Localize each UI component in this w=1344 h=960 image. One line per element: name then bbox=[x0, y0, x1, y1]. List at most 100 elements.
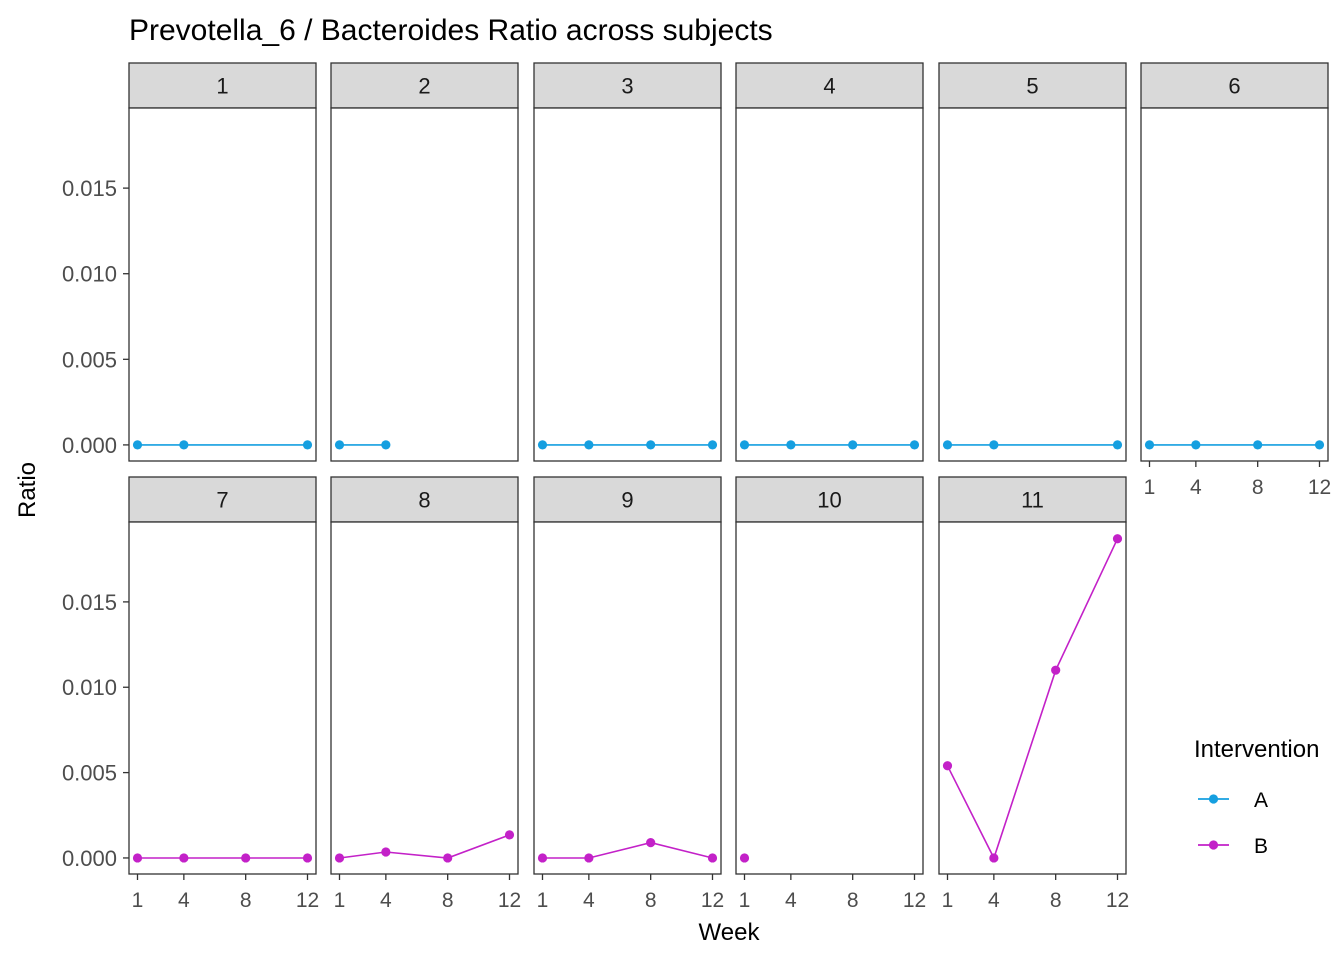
facet-panel-5: 5 bbox=[938, 62, 1127, 462]
facet-panel-1: 1 bbox=[128, 62, 317, 462]
data-point bbox=[1112, 534, 1123, 544]
data-point bbox=[537, 853, 548, 863]
data-point bbox=[179, 853, 189, 863]
facet-strip bbox=[128, 62, 317, 109]
x-tick-label: 1 bbox=[739, 889, 751, 912]
x-tick-label: 1 bbox=[132, 889, 144, 912]
y-tick-label: 0.010 bbox=[62, 262, 117, 287]
data-point bbox=[504, 830, 515, 840]
facet-panel-3: 3 bbox=[533, 62, 722, 462]
legend-entry-label: B bbox=[1254, 835, 1268, 858]
legend-key-point bbox=[1208, 794, 1219, 804]
legend-entry-B: B bbox=[1198, 835, 1268, 858]
facet-strip-label: 4 bbox=[823, 74, 835, 99]
data-point bbox=[942, 761, 953, 771]
x-tick-label: 4 bbox=[583, 889, 595, 912]
x-tick-label: 8 bbox=[847, 889, 859, 912]
data-point bbox=[739, 853, 750, 863]
x-tick-label: 4 bbox=[1190, 476, 1202, 499]
data-point bbox=[537, 440, 548, 450]
data-point bbox=[989, 440, 999, 450]
data-point bbox=[848, 440, 858, 450]
data-point bbox=[584, 440, 594, 450]
y-axis-title: Ratio bbox=[14, 462, 41, 518]
facet-plot-area bbox=[330, 521, 519, 875]
x-tick-label: 1 bbox=[334, 889, 346, 912]
data-point bbox=[909, 440, 920, 450]
x-tick-label: 12 bbox=[296, 889, 319, 912]
facet-strip bbox=[533, 62, 722, 109]
series-line bbox=[946, 538, 1119, 861]
facet-plot-area bbox=[533, 107, 722, 462]
x-tick-label: 4 bbox=[785, 889, 797, 912]
facet-plot-area bbox=[533, 521, 722, 875]
facet-strip-label: 3 bbox=[621, 74, 633, 99]
facet-strip bbox=[938, 476, 1127, 523]
x-tick-label: 8 bbox=[645, 889, 657, 912]
facet-strip-label: 11 bbox=[1021, 488, 1044, 513]
facet-strip-label: 1 bbox=[216, 74, 228, 99]
x-tick-label: 4 bbox=[380, 889, 392, 912]
data-point bbox=[739, 440, 750, 450]
x-tick-label: 8 bbox=[442, 889, 454, 912]
data-point bbox=[1112, 440, 1123, 450]
y-tick-label: 0.015 bbox=[62, 590, 117, 615]
data-point bbox=[302, 853, 313, 863]
facet-plot-area bbox=[735, 107, 924, 462]
facet-strip-label: 9 bbox=[621, 488, 633, 513]
facet-plot-area bbox=[938, 521, 1127, 875]
facet-strip bbox=[330, 62, 519, 109]
y-axis-row-1: 0.000 0.005 0.010 0.015 bbox=[62, 176, 129, 458]
x-tick-label: 12 bbox=[1308, 476, 1331, 499]
facet-plot-area bbox=[735, 521, 924, 875]
facet-strip-label: 2 bbox=[418, 74, 430, 99]
x-axis-title: Week bbox=[699, 919, 761, 946]
y-axes: 0.000 0.005 0.010 0.015 0.000 0.005 0.010 0.015 bbox=[62, 176, 129, 871]
legend-key-point bbox=[1208, 840, 1219, 850]
data-point bbox=[334, 853, 345, 863]
x-tick-label: 1 bbox=[537, 889, 549, 912]
facet-panel-10: 10 1 4 8 12 bbox=[735, 476, 926, 912]
data-point bbox=[1144, 440, 1155, 450]
series-line bbox=[542, 841, 713, 859]
data-point bbox=[989, 853, 999, 863]
data-point bbox=[942, 440, 953, 450]
facet-panel-7: 7 1 4 8 12 bbox=[128, 476, 319, 912]
x-tick-label: 4 bbox=[178, 889, 190, 912]
facet-plot-area bbox=[938, 107, 1127, 462]
data-point bbox=[302, 440, 313, 450]
facet-panel-6: 6 1 4 8 12 bbox=[1140, 62, 1331, 499]
data-point bbox=[1051, 665, 1061, 675]
data-point bbox=[132, 440, 143, 450]
x-tick-label: 12 bbox=[1106, 889, 1129, 912]
data-point bbox=[381, 847, 391, 857]
y-axis-row-2: 0.000 0.005 0.010 0.015 bbox=[62, 590, 129, 871]
facet-strip-label: 6 bbox=[1228, 74, 1240, 99]
data-point bbox=[241, 853, 251, 863]
chart-title: Prevotella_6 / Bacteroides Ratio across … bbox=[129, 14, 773, 47]
data-point bbox=[334, 440, 345, 450]
facet-strip bbox=[128, 476, 317, 523]
data-point bbox=[1253, 440, 1263, 450]
facet-strip-label: 8 bbox=[418, 488, 430, 513]
facet-panel-8: 8 1 4 8 12 bbox=[330, 476, 521, 912]
legend-entry-label: A bbox=[1254, 789, 1268, 812]
data-point bbox=[707, 440, 718, 450]
y-tick-label: 0.010 bbox=[62, 675, 117, 700]
x-tick-label: 1 bbox=[1144, 476, 1156, 499]
data-point bbox=[707, 853, 718, 863]
x-tick-label: 12 bbox=[701, 889, 724, 912]
data-point bbox=[179, 440, 189, 450]
facet-plot-area bbox=[330, 107, 519, 462]
data-point bbox=[381, 440, 391, 450]
y-tick-label: 0.005 bbox=[62, 761, 117, 786]
y-tick-label: 0.005 bbox=[62, 347, 117, 372]
facet-panel-9: 9 1 4 8 12 bbox=[533, 476, 724, 912]
x-tick-label: 4 bbox=[988, 889, 1000, 912]
facet-strip-label: 5 bbox=[1026, 74, 1038, 99]
data-point bbox=[443, 853, 453, 863]
legend: Intervention AB bbox=[1194, 736, 1319, 858]
data-point bbox=[584, 853, 594, 863]
facet-plot-area bbox=[128, 521, 317, 875]
